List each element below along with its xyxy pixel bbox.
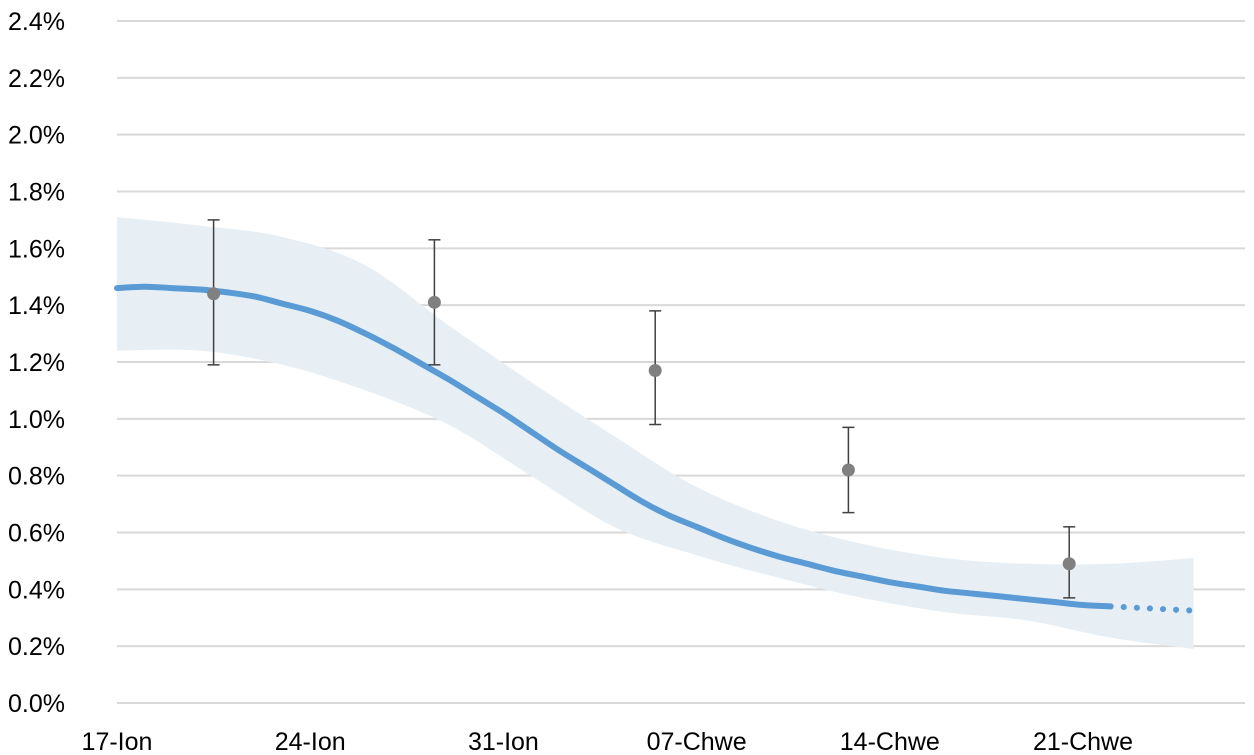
y-tick-label: 0.6% — [8, 520, 65, 548]
observed-points — [207, 219, 1076, 599]
x-tick-label: 24-Ion — [275, 728, 346, 755]
y-tick-label: 0.8% — [8, 463, 65, 491]
y-tick-label: 0.4% — [8, 576, 65, 604]
x-tick-label: 31-Ion — [468, 728, 539, 755]
x-tick-label: 17-Ion — [82, 728, 153, 755]
observed-point-group — [648, 310, 662, 426]
estimate-line — [114, 283, 1114, 610]
x-axis-ticks: 17-Ion 24-Ion 31-Ion 07-Chwe 14-Chwe 21-Chwe — [82, 728, 1133, 755]
observed-point — [841, 463, 855, 477]
y-tick-label: 0.2% — [8, 633, 65, 661]
y-tick-label: 1.6% — [8, 235, 65, 263]
y-tick-label: 1.8% — [8, 179, 65, 207]
y-tick-label: 1.0% — [8, 406, 65, 434]
observed-point-group — [427, 239, 441, 366]
y-tick-label: 1.2% — [8, 349, 65, 377]
x-tick-label: 07-Chwe — [647, 728, 747, 755]
series-lines — [114, 283, 1197, 614]
observed-point — [648, 364, 662, 378]
uncertainty-band-area — [117, 217, 1194, 649]
x-tick-label: 21-Chwe — [1033, 728, 1133, 755]
y-axis-ticks: 0.0% 0.2% 0.4% 0.6% 0.8% 1.0% 1.2% 1.4% 1.6% 1.8%… — [8, 8, 65, 718]
y-tick-label: 2.4% — [8, 8, 65, 36]
observed-point-group — [1062, 526, 1076, 599]
observed-point-group — [841, 426, 855, 514]
observed-point — [207, 287, 221, 301]
x-tick-label: 14-Chwe — [840, 728, 940, 755]
gridlines — [117, 20, 1245, 704]
y-tick-label: 1.4% — [8, 292, 65, 320]
observed-point — [427, 295, 441, 309]
y-tick-label: 2.2% — [8, 65, 65, 93]
observed-point — [1062, 557, 1076, 571]
y-tick-label: 0.0% — [8, 690, 65, 718]
observed-point-group — [207, 219, 221, 366]
uncertainty-band — [117, 217, 1194, 649]
y-tick-label: 2.0% — [8, 122, 65, 150]
projection-line — [1107, 603, 1197, 614]
